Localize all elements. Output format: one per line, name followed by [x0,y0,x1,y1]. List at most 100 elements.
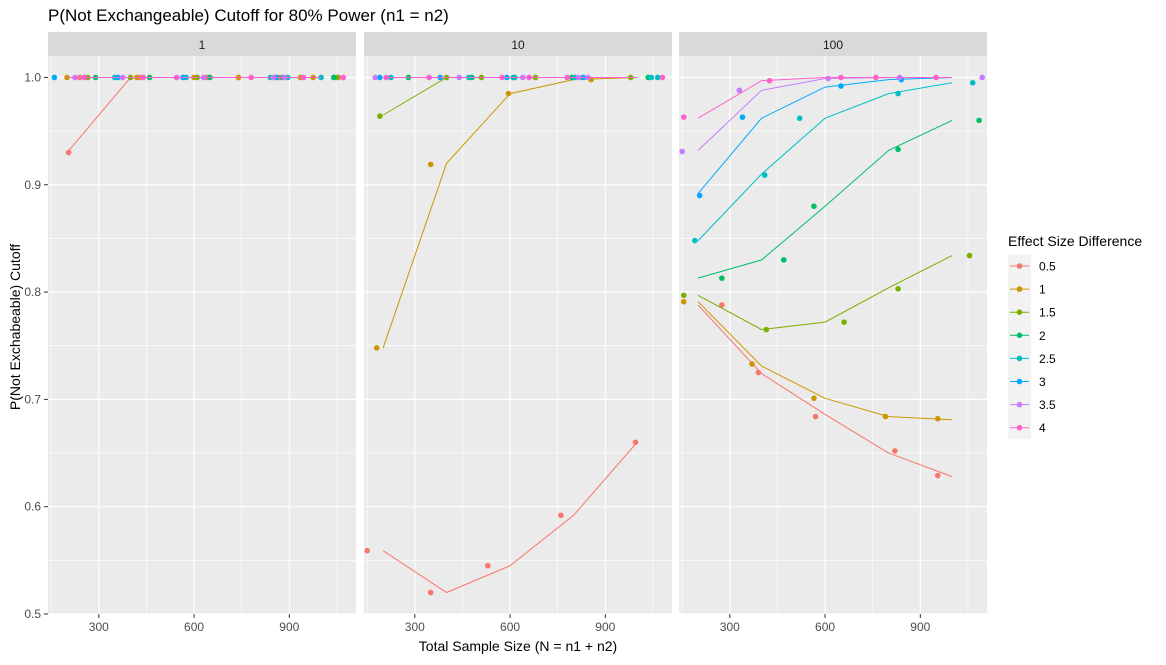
data-point-1 [373,345,380,351]
facet-strip [48,32,356,56]
data-point-1.5 [841,319,847,325]
y-tick-labels: 0.5 0.6 0.7 0.8 0.9 1.0 [24,70,48,621]
x-axis-label: Total Sample Size (N = n1 + n2) [419,638,617,654]
legend-label: 1 [1039,283,1046,297]
data-point-0.5 [65,149,72,156]
y-tick-label: 1.0 [24,70,41,84]
data-point-0.5 [892,448,898,454]
data-point-2 [780,257,787,263]
legend-label: 1.5 [1039,306,1056,320]
data-point-0.5 [364,547,370,554]
data-point-4 [300,74,307,81]
data-point-3.5 [372,74,378,81]
data-point-3.5 [679,148,685,155]
data-point-2 [719,275,725,281]
facet-strip-label: 100 [823,38,843,52]
data-point-0.5 [427,589,434,596]
facet-panel-100: 100 300 600 900 [679,32,987,634]
data-point-2 [811,203,817,210]
data-point-1.5 [680,292,687,299]
x-tick-label: 300 [89,620,109,634]
facet-strip [679,32,987,56]
data-point-2 [895,146,901,153]
x-tick-label: 900 [595,620,615,634]
legend-label: 2.5 [1039,352,1056,366]
series-line-1.5 [697,255,953,331]
series-line-4 [697,77,953,119]
legend-label: 0.5 [1039,260,1056,274]
data-point-1.5 [895,286,901,292]
x-tick-label: 300 [405,620,425,634]
legend-key-point [1016,378,1023,385]
data-point-1 [882,413,889,420]
data-point-4 [499,74,505,81]
data-point-3 [838,83,844,89]
data-point-1.5 [377,113,383,119]
data-point-1.5 [966,252,973,259]
legend-key-point [1016,424,1023,431]
legend-item-3.5: 3.5 [1008,393,1056,417]
data-point-2.5 [654,74,661,81]
data-point-4 [383,74,390,81]
legend-item-4: 4 [1008,416,1046,440]
data-point-0.5 [719,302,725,308]
data-point-2.5 [969,80,976,86]
y-tick-label: 0.6 [24,500,41,514]
data-point-2 [976,117,982,124]
data-point-2.5 [895,90,901,97]
data-point-4 [933,74,939,81]
legend-key-point [1016,286,1023,292]
data-point-4 [340,74,347,81]
data-point-1 [505,90,512,97]
series-line-1 [697,301,953,421]
legend-title: Effect Size Difference [1008,233,1142,249]
series-line-2 [697,119,953,279]
legend-key-point [1016,332,1023,339]
data-point-3 [696,192,703,199]
data-point-4 [81,74,88,81]
legend-label: 2 [1039,329,1046,343]
data-point-0.5 [755,369,762,376]
y-tick-label: 0.5 [24,607,41,621]
data-point-0.5 [632,439,639,446]
x-tick-label: 600 [815,620,835,634]
data-point-3.5 [825,75,832,82]
x-tick-label: 600 [500,620,520,634]
panel-background [364,56,672,614]
data-point-1 [934,415,941,422]
data-point-0.5 [934,472,941,479]
data-point-4 [838,74,844,81]
data-point-1 [64,74,70,81]
legend-label: 3 [1039,375,1046,389]
series-line-0.5 [382,441,638,594]
data-point-3.5 [736,87,743,94]
data-point-4 [766,77,773,84]
data-point-2.5 [761,172,768,178]
y-tick-label: 0.9 [24,178,41,192]
data-point-2.5 [648,74,655,81]
legend-label: 4 [1039,421,1046,435]
data-point-4 [140,74,147,81]
legend-key-point [1016,355,1023,362]
y-tick-label: 0.8 [24,285,41,299]
data-point-3 [377,74,383,81]
legend-item-1: 1 [1008,277,1046,301]
data-point-4 [680,114,687,120]
x-tick-label: 600 [184,620,204,634]
data-point-1 [749,361,755,367]
facet-strip [364,32,672,56]
legend-label: 3.5 [1039,398,1056,412]
data-point-4 [564,74,571,81]
legend-item-3: 3 [1008,370,1046,393]
facet-panel-1: 1 300 600 900 [48,32,356,634]
data-point-0.5 [558,512,564,519]
series-line-3 [697,77,953,194]
chart-panels: 1 300 600 900 10 300 600 900 100 300 600 900 [48,32,987,634]
data-point-4 [248,74,255,81]
x-tick-label: 900 [279,620,299,634]
legend-entries: 0.5 1 1.5 2 2.5 3 3.5 4 [1008,254,1056,440]
data-point-4 [173,74,180,81]
data-point-4 [873,74,879,81]
